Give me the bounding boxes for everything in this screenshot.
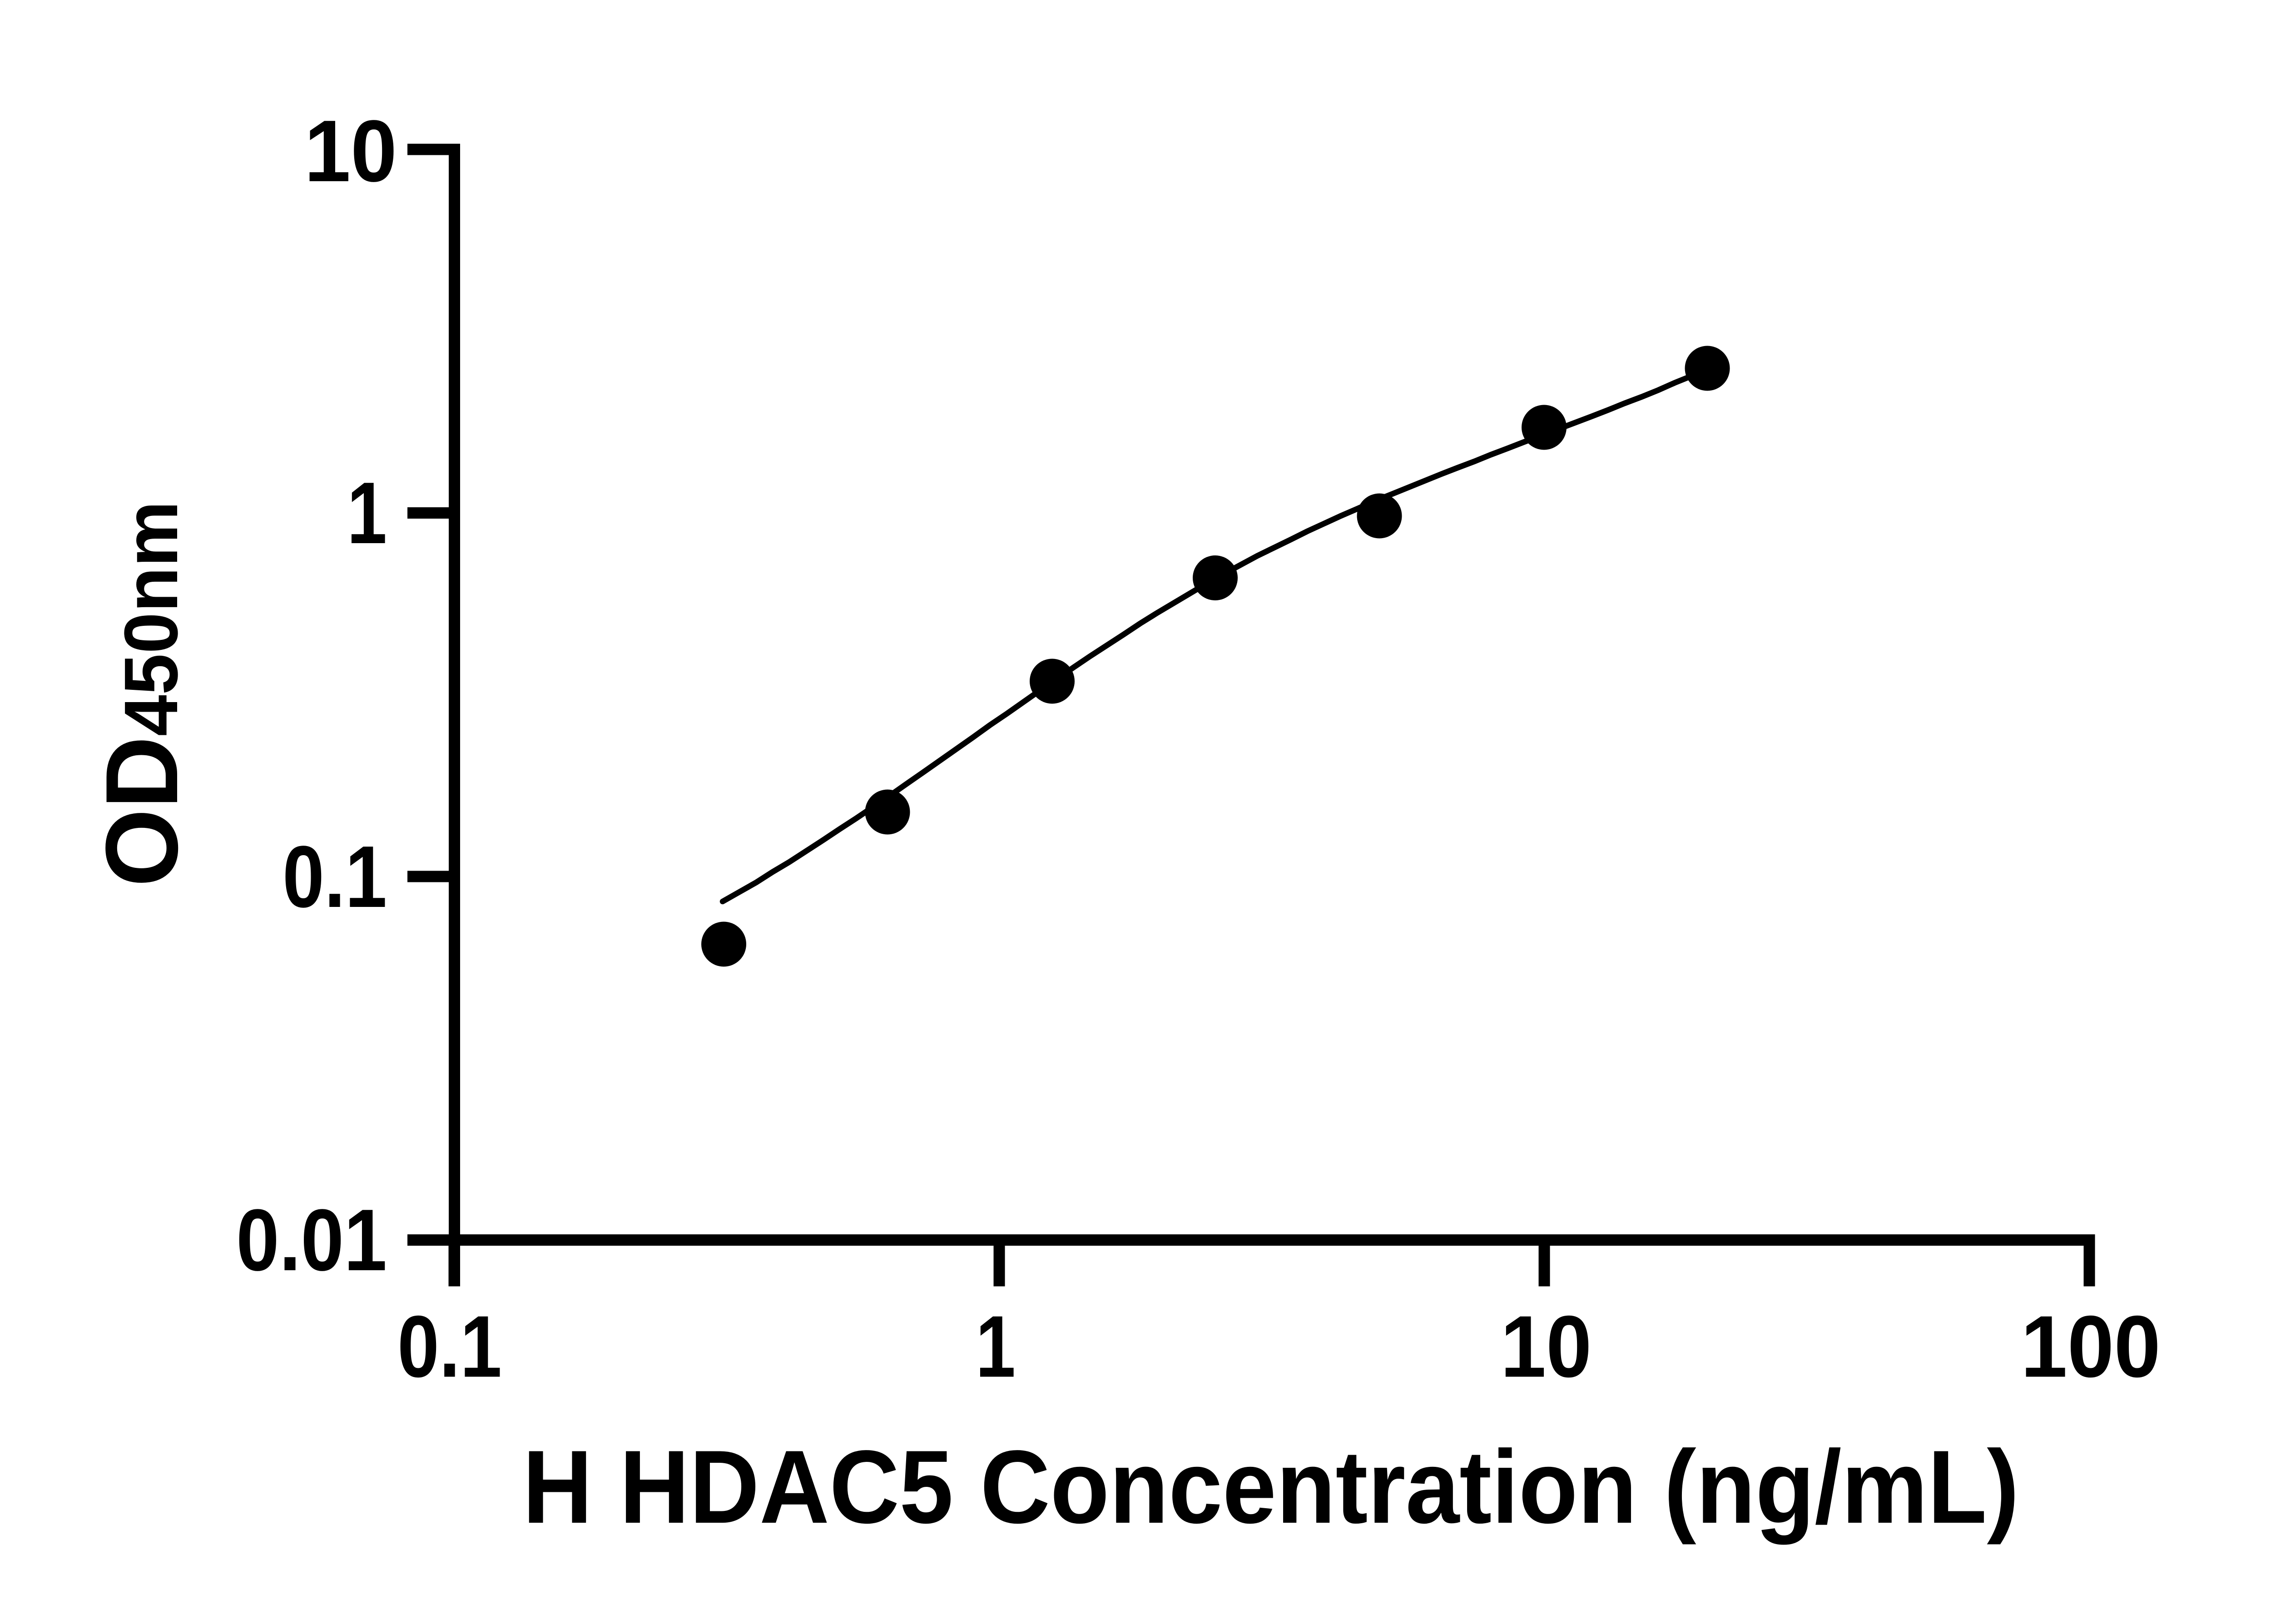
svg-text:0.01: 0.01 [236, 1191, 387, 1289]
svg-text:H HDAC5 Concentration (ng/mL): H HDAC5 Concentration (ng/mL) [523, 1429, 2019, 1545]
svg-text:100: 100 [2021, 1297, 2161, 1396]
svg-text:10: 10 [304, 102, 397, 200]
svg-text:0.1: 0.1 [283, 827, 387, 926]
svg-text:0.1: 0.1 [397, 1297, 502, 1396]
svg-text:1: 1 [976, 1297, 1016, 1396]
svg-text:1: 1 [347, 464, 387, 562]
svg-text:10: 10 [1501, 1297, 1592, 1396]
